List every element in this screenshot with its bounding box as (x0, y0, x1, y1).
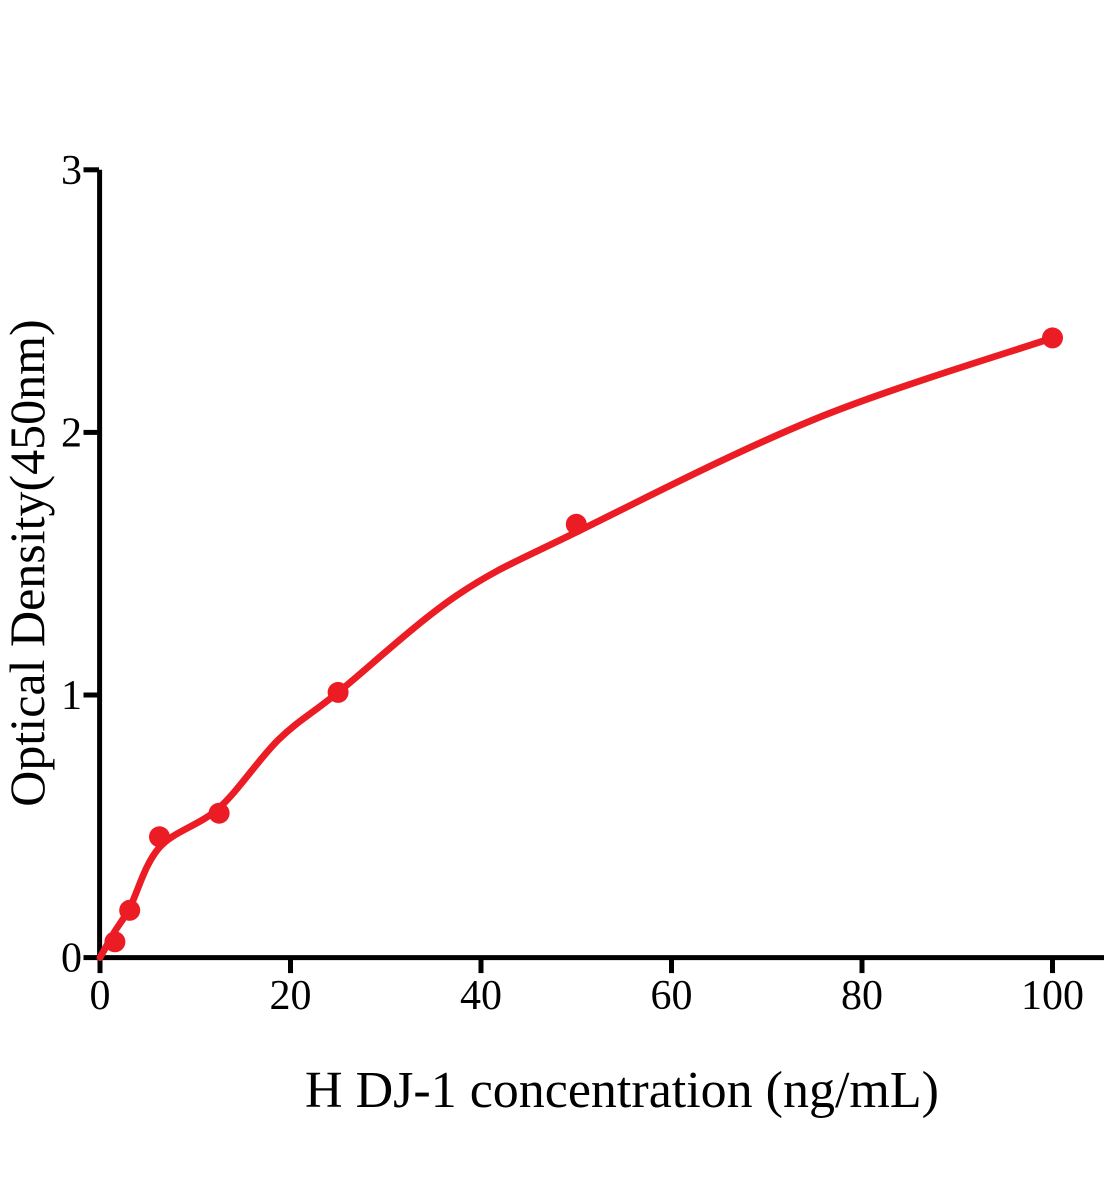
axes-layer (97, 169, 1104, 961)
x-tick-label: 0 (90, 973, 111, 1019)
fitted-curve (96, 334, 1056, 961)
data-point (208, 802, 230, 824)
y-tick-label: 2 (61, 410, 82, 456)
x-axis-title: H DJ-1 concentration (ng/mL) (305, 1062, 939, 1119)
x-tick-label: 100 (1021, 973, 1084, 1019)
y-tick-label: 3 (61, 148, 82, 194)
data-point (1042, 327, 1063, 349)
x-tick-label: 40 (460, 973, 502, 1019)
y-tick-label: 0 (61, 936, 82, 982)
x-tick-label: 20 (270, 973, 312, 1019)
x-tick-label: 60 (651, 973, 693, 1019)
data-point (104, 931, 126, 953)
y-axis-title: Optical Density(450nm) (0, 319, 55, 806)
y-tick-label: 1 (61, 673, 82, 719)
tick-layer: 0 20 40 60 80 100 0 1 2 3 (61, 148, 1084, 1019)
data-point (565, 513, 587, 535)
data-point (119, 899, 141, 921)
data-layer (96, 327, 1063, 961)
data-point (149, 826, 170, 848)
data-point (327, 681, 349, 703)
x-tick-label: 80 (841, 973, 883, 1019)
